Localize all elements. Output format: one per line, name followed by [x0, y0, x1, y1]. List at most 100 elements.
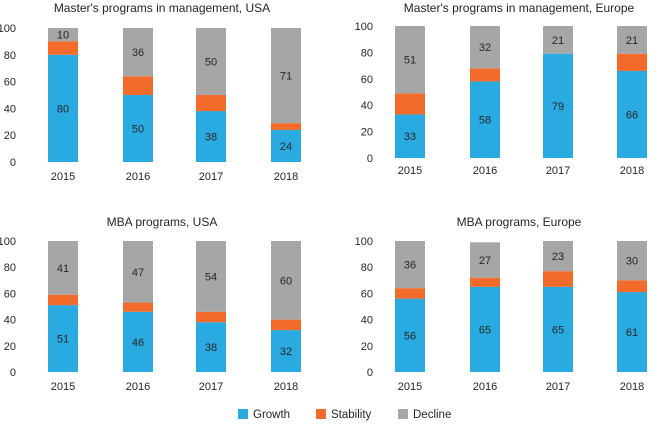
panel-mba-europe: MBA programs, Europe 0 20 40 60 80 100 56 36 201… [355, 215, 647, 393]
data-label: 56 [404, 330, 416, 342]
y-tick-label: 20 [4, 130, 16, 142]
bar-segment-growth [617, 70, 647, 158]
y-tick-label: 0 [367, 153, 373, 165]
bar-segment-stability [196, 95, 226, 112]
x-tick-label: 2018 [620, 165, 644, 177]
bar-segment-decline [48, 28, 78, 42]
panel-title: MBA programs, Europe [457, 215, 582, 229]
data-label: 51 [404, 55, 416, 67]
x-tick-label: 2017 [199, 171, 223, 183]
data-label: 65 [479, 324, 491, 336]
y-tick-label: 100 [355, 236, 373, 248]
y-tick-label: 20 [361, 341, 373, 353]
panel-mba-usa: MBA programs, USA 0 20 40 60 80 100 51 41 2015 46… [0, 215, 301, 393]
bar-segment-decline [196, 241, 226, 312]
data-label: 54 [205, 271, 217, 283]
data-label: 80 [57, 103, 69, 115]
bar-segment-decline [48, 241, 78, 295]
bar-segment-decline [617, 241, 647, 281]
panel-masters-europe: Master's programs in management, Europe … [355, 1, 647, 177]
y-tick-label: 60 [4, 77, 16, 89]
bar-segment-stability [123, 302, 153, 312]
bar-segment-stability [196, 311, 226, 323]
panel-title: MBA programs, USA [107, 215, 218, 229]
bar-segment-growth [271, 129, 301, 162]
bar-segment-stability [48, 41, 78, 55]
data-label: 36 [404, 260, 416, 272]
bar-segment-decline [543, 241, 573, 272]
bar-segment-decline [196, 28, 226, 95]
data-label: 38 [205, 342, 217, 354]
data-label: 61 [626, 327, 638, 339]
bar-segment-decline [271, 241, 301, 320]
x-tick-label: 2016 [126, 171, 150, 183]
x-tick-label: 2015 [51, 381, 75, 393]
bar-segment-growth [196, 111, 226, 162]
data-label: 24 [280, 141, 292, 153]
bar-segment-decline [395, 241, 425, 289]
data-label: 10 [57, 30, 69, 42]
y-tick-label: 100 [0, 236, 16, 248]
y-tick-label: 0 [10, 367, 16, 379]
bar-segment-decline [123, 28, 153, 77]
data-label: 41 [57, 263, 69, 275]
bar-segment-growth [543, 53, 573, 158]
y-tick-label: 100 [355, 21, 373, 33]
bar-segment-growth [48, 54, 78, 162]
bar-segment-decline [395, 26, 425, 94]
bar-segment-stability [617, 280, 647, 293]
legend-swatch-stability [316, 409, 326, 419]
data-label: 79 [552, 101, 564, 113]
y-tick-label: 100 [0, 23, 16, 35]
y-tick-label: 0 [367, 367, 373, 379]
bar-segment-growth [123, 95, 153, 162]
bar-segment-stability [48, 294, 78, 306]
data-label: 50 [205, 57, 217, 69]
y-tick-label: 80 [361, 262, 373, 274]
x-tick-label: 2018 [274, 171, 298, 183]
y-tick-label: 80 [4, 50, 16, 62]
data-label: 21 [552, 35, 564, 47]
data-label: 21 [626, 35, 638, 47]
data-label: 23 [552, 251, 564, 263]
x-tick-label: 2018 [274, 381, 298, 393]
bar-segment-growth [470, 286, 500, 372]
data-label: 66 [626, 109, 638, 121]
x-tick-label: 2017 [199, 381, 223, 393]
x-tick-label: 2018 [620, 381, 644, 393]
data-label: 32 [280, 346, 292, 358]
data-label: 47 [132, 267, 144, 279]
bar-segment-stability [395, 288, 425, 299]
bar-segment-growth [271, 330, 301, 372]
data-label: 51 [57, 334, 69, 346]
legend-swatch-decline [398, 409, 408, 419]
bar-segment-decline [470, 242, 500, 278]
x-tick-label: 2016 [126, 381, 150, 393]
bar-segment-growth [543, 286, 573, 372]
x-tick-label: 2017 [546, 381, 570, 393]
data-label: 71 [280, 71, 292, 83]
x-tick-label: 2016 [473, 165, 497, 177]
y-tick-label: 80 [361, 47, 373, 59]
data-label: 50 [132, 124, 144, 136]
bar-segment-stability [271, 123, 301, 130]
data-label: 27 [479, 255, 491, 267]
bar-segment-stability [123, 76, 153, 95]
bar-segment-growth [48, 305, 78, 372]
y-tick-label: 60 [361, 74, 373, 86]
bar-segment-decline [271, 28, 301, 124]
bar-segment-stability [395, 93, 425, 115]
panel-title: Master's programs in management, Europe [404, 1, 635, 15]
legend-label-growth: Growth [253, 409, 290, 421]
y-tick-label: 0 [10, 157, 16, 169]
legend-label-decline: Decline [413, 409, 451, 421]
bar-segment-stability [470, 68, 500, 82]
bar-segment-decline [617, 26, 647, 54]
data-label: 65 [552, 324, 564, 336]
y-tick-label: 40 [361, 100, 373, 112]
data-label: 32 [479, 42, 491, 54]
legend-swatch-growth [238, 409, 248, 419]
legend: Growth Stability Decline [238, 409, 451, 421]
panel-masters-usa: Master's programs in management, USA 0 20… [0, 1, 301, 183]
